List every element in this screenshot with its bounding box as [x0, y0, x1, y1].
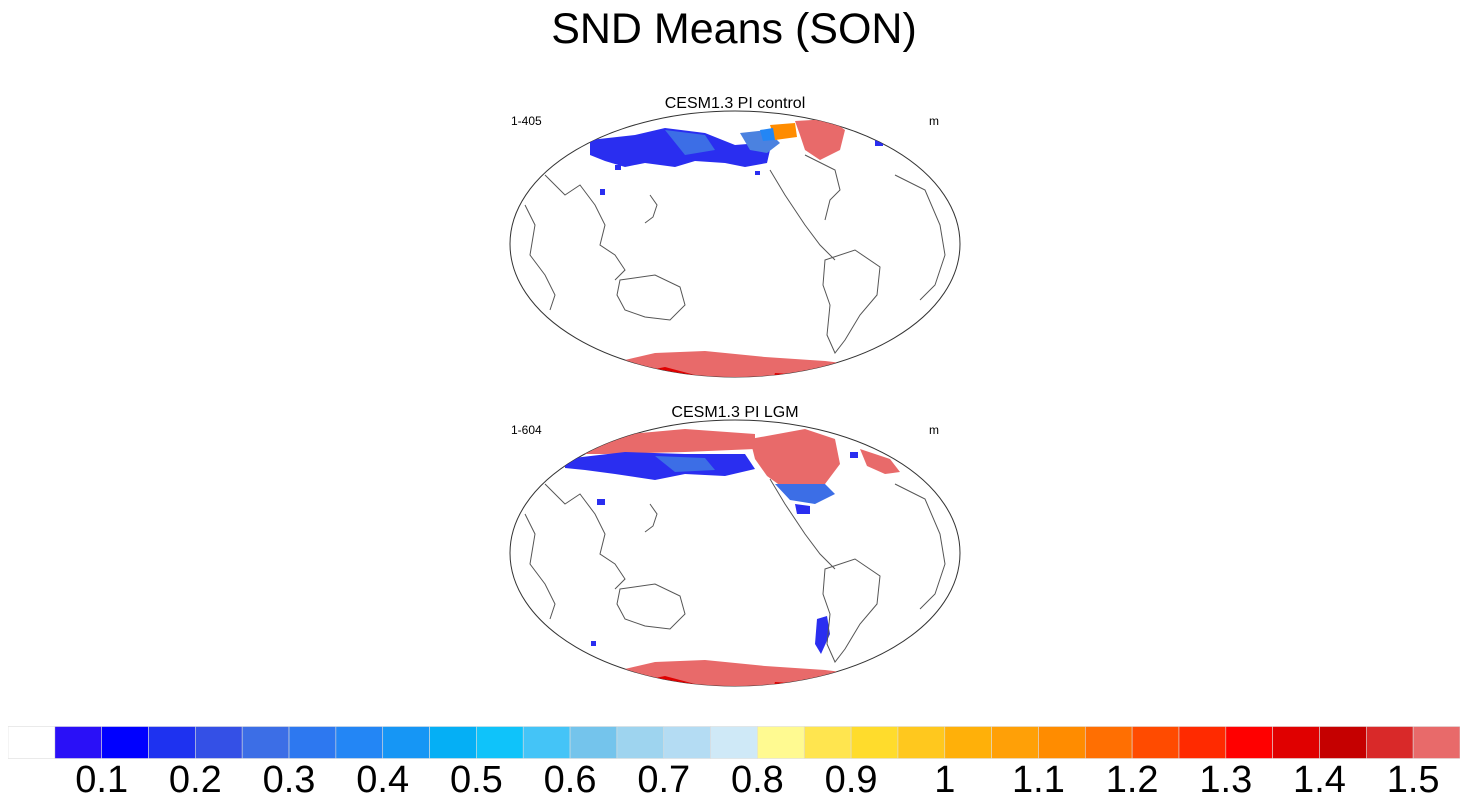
colorbar-tick-label: 1.3 [1199, 759, 1253, 801]
colorbar-swatch [1131, 726, 1180, 759]
panel-units-label: m [929, 423, 939, 437]
colorbar-tick-labels: 0.1 0.2 0.3 0.4 0.5 0.6 0.7 0.8 0.9 1 1.1 1.2 1.3 1.4… [0, 758, 1468, 807]
colorbar-swatch [1038, 726, 1086, 759]
coastlines [524, 458, 946, 663]
world-map [509, 419, 961, 687]
colorbar-tick-label: 1 [934, 759, 956, 801]
colorbar-swatch [1319, 726, 1367, 759]
colorbar-swatch [148, 726, 196, 759]
colorbar-tick-label: 0.2 [168, 759, 222, 801]
colorbar-swatch [1272, 726, 1320, 759]
colorbar-swatch [569, 726, 618, 759]
colorbar-swatch [616, 726, 665, 759]
colorbar-tick-label: 0.3 [262, 759, 316, 801]
colorbar-swatch [1178, 726, 1227, 759]
snow-depth-field [565, 429, 900, 686]
colorbar-swatch [1412, 726, 1460, 759]
colorbar-tick-label: 1.1 [1012, 759, 1065, 801]
colorbar-swatch [54, 726, 102, 759]
panel-range-label: 1-405 [511, 114, 542, 128]
colorbar-swatch [1084, 726, 1133, 759]
colorbar-tick-label: 1.5 [1386, 759, 1440, 801]
world-map [509, 110, 961, 378]
panel-range-label: 1-604 [511, 423, 542, 437]
colorbar-swatch [1225, 726, 1273, 759]
colorbar-swatch [710, 726, 758, 759]
panel-units-label: m [929, 114, 939, 128]
colorbar-tick-label: 0.9 [824, 759, 878, 801]
panel-title: CESM1.3 PI control [664, 95, 806, 112]
colorbar-tick-label: 1.4 [1293, 759, 1346, 801]
figure-title: SND Means (SON) [551, 5, 917, 53]
colorbar-tick-label: 0.4 [356, 759, 410, 801]
colorbar-swatch [522, 726, 571, 759]
colorbar-tick-label: 0.1 [75, 759, 129, 801]
colorbar-tick-label: 1.2 [1105, 759, 1159, 801]
colorbar-swatch [288, 726, 337, 759]
map-panel-lgm: CESM1.3 PI LGM 1-604 m [505, 404, 965, 694]
colorbar-swatch [476, 726, 524, 759]
colorbar-swatch [1366, 726, 1414, 759]
colorbar-swatch [757, 726, 805, 759]
colorbar-swatch [991, 726, 1039, 759]
colorbar [8, 726, 1460, 759]
colorbar-swatch [8, 726, 56, 759]
colorbar-swatch [803, 726, 852, 759]
panel-title: CESM1.3 PI LGM [671, 404, 799, 421]
colorbar-swatch [897, 726, 946, 759]
colorbar-swatch [944, 726, 992, 759]
colorbar-swatch [663, 726, 711, 759]
colorbar-swatch [850, 726, 899, 759]
colorbar-swatch [335, 726, 384, 759]
colorbar-swatch [382, 726, 430, 759]
snow-depth-field [585, 119, 885, 377]
colorbar-tick-label: 0.7 [637, 759, 691, 801]
map-panel-control: CESM1.3 PI control 1-405 m [505, 95, 965, 385]
colorbar-swatch [101, 726, 149, 759]
colorbar-swatch [241, 726, 290, 759]
colorbar-swatch [195, 726, 243, 759]
colorbar-tick-label: 0.5 [449, 759, 503, 801]
coastlines [524, 149, 946, 354]
colorbar-tick-label: 0.6 [543, 759, 597, 801]
colorbar-swatch [429, 726, 477, 759]
colorbar-tick-label: 0.8 [730, 759, 784, 801]
